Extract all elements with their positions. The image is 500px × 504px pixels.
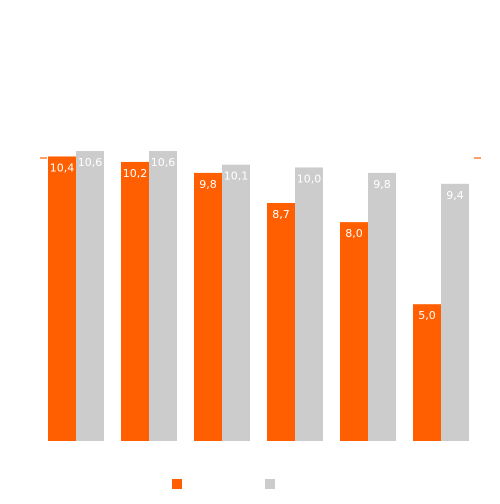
data-label-series2-3: 10,1 <box>224 170 249 183</box>
data-label-series2-1: 10,6 <box>78 156 103 169</box>
bar-series1-6 <box>413 304 441 441</box>
legend <box>172 479 275 489</box>
bar-series1-3 <box>194 172 222 442</box>
data-label-series2-2: 10,6 <box>151 156 176 169</box>
bars-layer <box>48 151 469 442</box>
data-label-series1-5: 8,0 <box>345 227 363 240</box>
legend-swatch-series2[interactable] <box>265 479 275 489</box>
data-label-series1-6: 5,0 <box>418 309 436 322</box>
bar-series1-4 <box>267 202 295 441</box>
data-label-series2-5: 9,8 <box>373 178 391 191</box>
data-label-series1-2: 10,2 <box>123 167 148 180</box>
bar-series2-4 <box>295 167 323 441</box>
bar-series2-6 <box>441 183 469 441</box>
data-label-series2-4: 10,0 <box>297 172 322 185</box>
bar-series1-1 <box>48 156 76 442</box>
bar-series2-3 <box>222 164 250 441</box>
data-label-series1-4: 8,7 <box>272 208 290 221</box>
legend-swatch-series1[interactable] <box>172 479 182 489</box>
data-label-series2-6: 9,4 <box>446 189 464 202</box>
bar-series2-1 <box>76 151 104 441</box>
bar-series1-5 <box>340 222 368 441</box>
data-labels-layer: 10,4 10,610,210,69,810,18,710,08,09,85,09… <box>50 156 464 322</box>
data-label-series1-3: 9,8 <box>199 178 217 191</box>
data-label-series1-1: 10,4 <box>50 161 75 174</box>
bar-series2-2 <box>149 151 177 441</box>
bar-series1-2 <box>121 161 149 441</box>
bar-series2-5 <box>368 172 396 442</box>
